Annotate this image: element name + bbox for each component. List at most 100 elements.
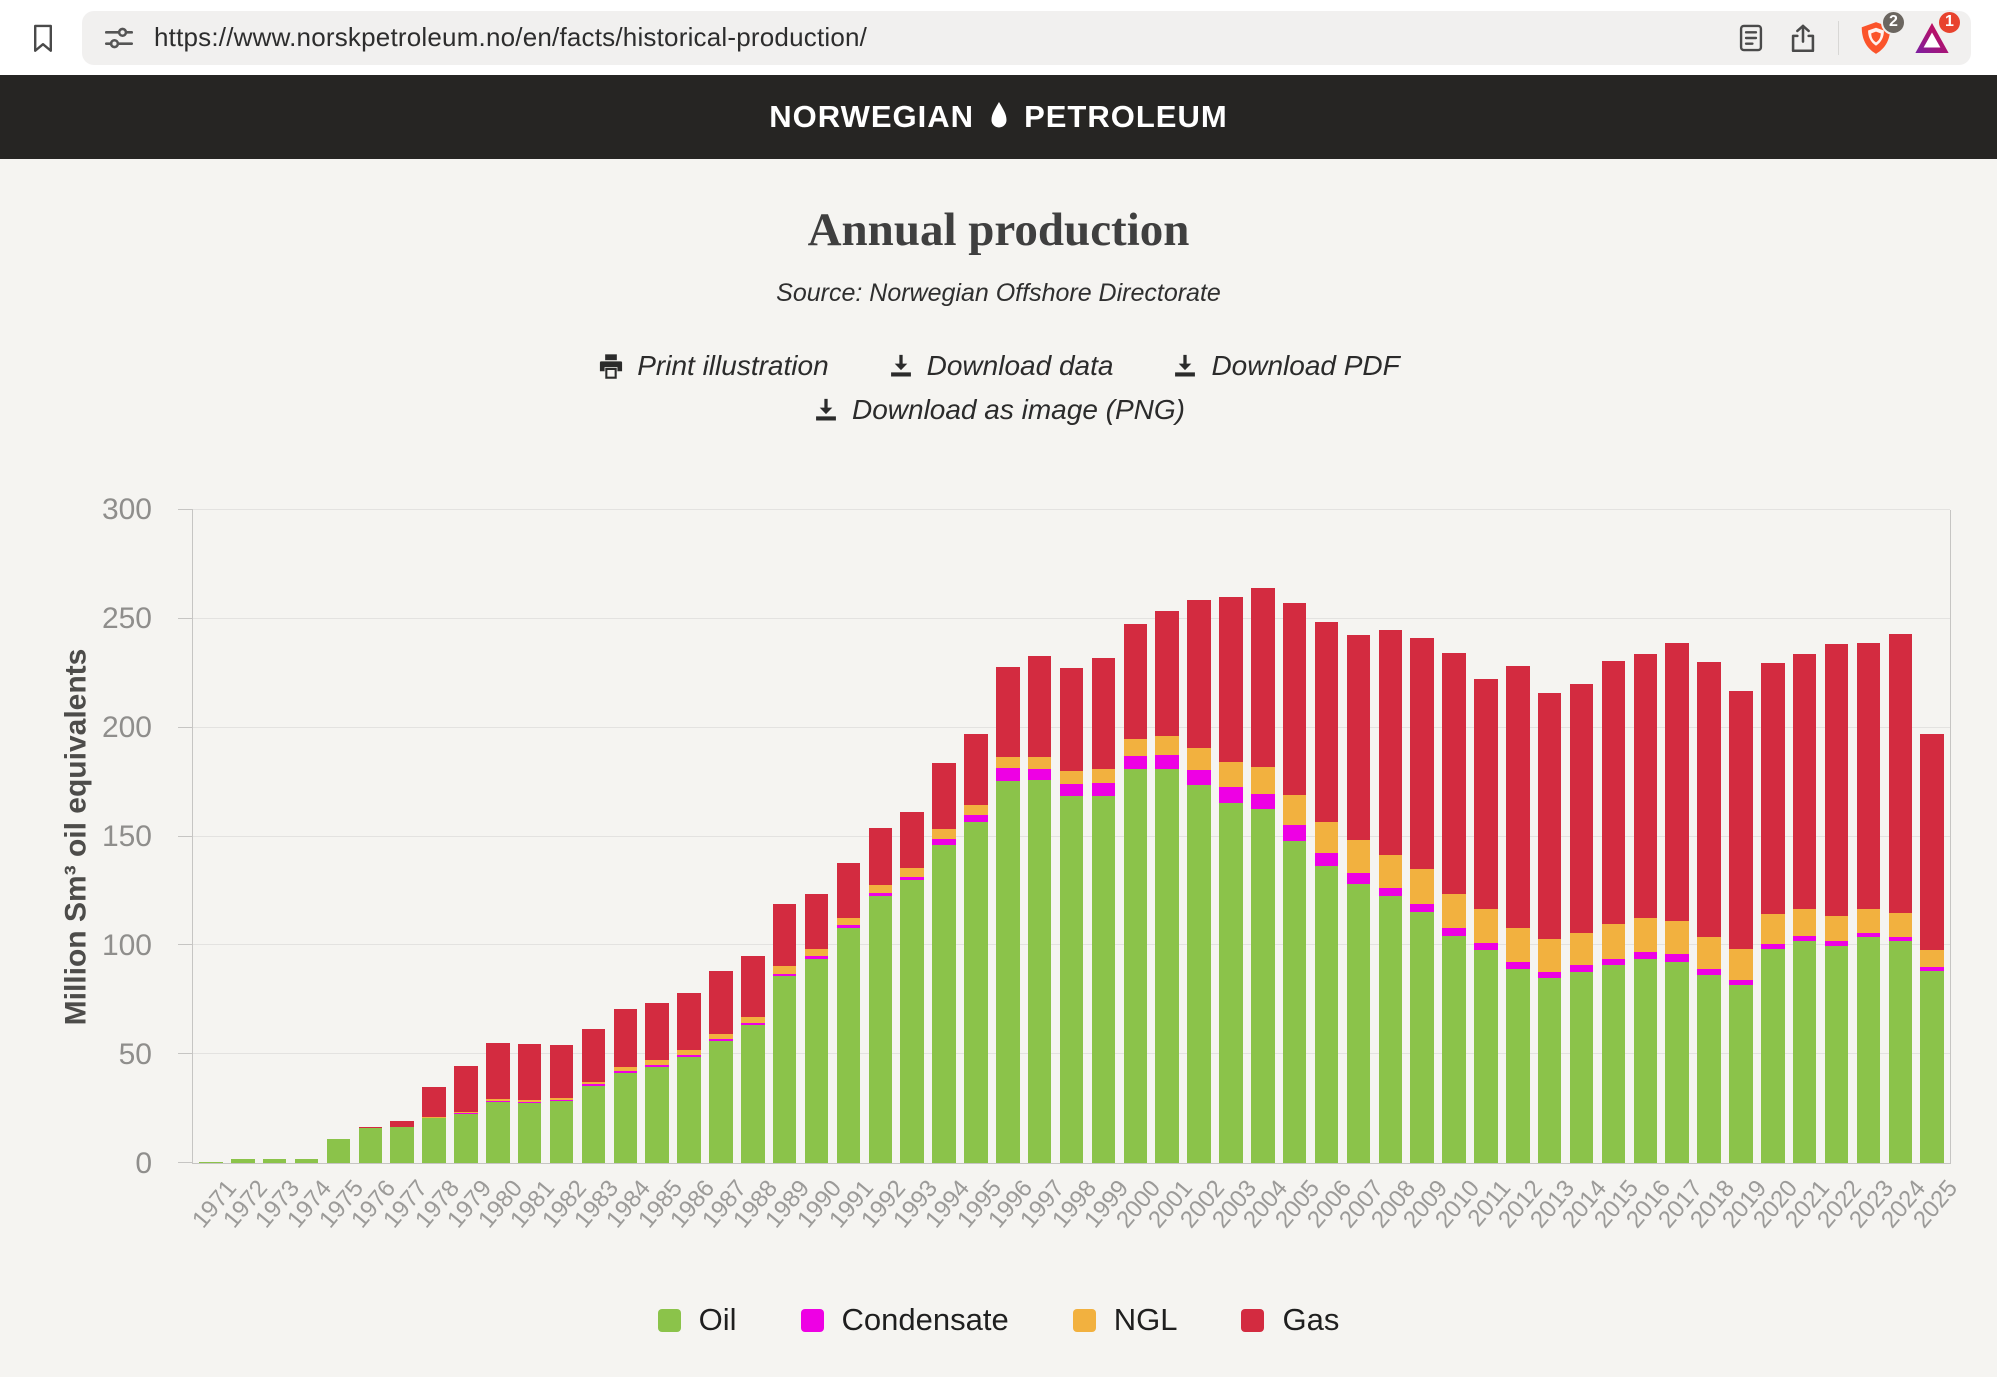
- bar-2007[interactable]: [1346, 510, 1371, 1163]
- bar-1975[interactable]: [326, 510, 351, 1163]
- bar-1991[interactable]: [836, 510, 861, 1163]
- bar-1997[interactable]: [1027, 510, 1052, 1163]
- bar-1998[interactable]: [1059, 510, 1084, 1163]
- bar-segment-oil-1979: [454, 1114, 478, 1163]
- brand-petroleum[interactable]: PETROLEUM: [1024, 99, 1228, 134]
- download-pdf-link[interactable]: Download PDF: [1171, 350, 1400, 382]
- bar-1990[interactable]: [804, 510, 829, 1163]
- bar-2016[interactable]: [1633, 510, 1658, 1163]
- bar-slot-1999: 1999: [1079, 510, 1134, 1233]
- bar-1985[interactable]: [645, 510, 669, 1163]
- legend-item-ngl[interactable]: NGL: [1072, 1302, 1177, 1338]
- bar-slot-1990: 1990: [792, 510, 847, 1233]
- bar-segment-gas-2008: [1378, 629, 1403, 855]
- bar-1980[interactable]: [486, 510, 510, 1163]
- bar-segment-condensate-1982: [549, 1099, 574, 1101]
- bar-2014[interactable]: [1569, 510, 1594, 1163]
- bar-2002[interactable]: [1187, 510, 1211, 1163]
- bar-1995[interactable]: [964, 510, 988, 1163]
- bar-segment-gas-1995: [964, 734, 988, 805]
- bookmark-icon[interactable]: [26, 21, 60, 55]
- bar-1977[interactable]: [390, 510, 414, 1163]
- bar-2023[interactable]: [1856, 510, 1881, 1163]
- bar-1984[interactable]: [613, 510, 638, 1163]
- bar-1999[interactable]: [1091, 510, 1116, 1163]
- bar-segment-gas-2015: [1601, 661, 1626, 925]
- bar-2001[interactable]: [1155, 510, 1179, 1163]
- y-axis-tick-label: 250: [101, 602, 152, 635]
- bar-1978[interactable]: [422, 510, 446, 1163]
- bar-segment-condensate-2006: [1314, 852, 1339, 866]
- legend-item-gas[interactable]: Gas: [1241, 1302, 1339, 1338]
- bar-segment-ngl-1995: [964, 804, 988, 815]
- bar-segment-condensate-1979: [454, 1113, 478, 1115]
- bar-segment-ngl-2007: [1346, 840, 1371, 873]
- y-axis-tick-label: 50: [118, 1038, 152, 1071]
- brave-shields-icon[interactable]: 2: [1857, 9, 1906, 57]
- bar-segment-gas-2004: [1251, 587, 1275, 767]
- share-icon[interactable]: [1786, 21, 1820, 55]
- bar-2024[interactable]: [1888, 510, 1913, 1163]
- bar-2010[interactable]: [1442, 510, 1466, 1163]
- bar-1982[interactable]: [549, 510, 574, 1163]
- bar-2006[interactable]: [1314, 510, 1339, 1163]
- bar-2017[interactable]: [1665, 510, 1689, 1163]
- bar-2003[interactable]: [1219, 510, 1243, 1163]
- legend-item-oil[interactable]: Oil: [657, 1302, 737, 1338]
- annual-production-chart: Million Sm³ oil equivalents 0 50 100 150 200…: [0, 456, 1997, 1256]
- bar-1974[interactable]: [294, 510, 319, 1163]
- bar-2004[interactable]: [1251, 510, 1275, 1163]
- bar-segment-gas-1997: [1027, 656, 1052, 758]
- bar-2018[interactable]: [1697, 510, 1721, 1163]
- brave-rewards-triangle-icon[interactable]: 1: [1913, 9, 1962, 57]
- bar-segment-gas-2000: [1123, 624, 1148, 740]
- bar-2022[interactable]: [1824, 510, 1849, 1163]
- bar-2015[interactable]: [1601, 510, 1626, 1163]
- bar-2021[interactable]: [1792, 510, 1817, 1163]
- bar-1996[interactable]: [996, 510, 1020, 1163]
- bar-2005[interactable]: [1282, 510, 1307, 1163]
- bar-1981[interactable]: [517, 510, 542, 1163]
- bar-2000[interactable]: [1123, 510, 1148, 1163]
- bar-2008[interactable]: [1378, 510, 1403, 1163]
- bar-segment-condensate-1996: [996, 768, 1020, 782]
- bar-segment-oil-2008: [1378, 895, 1403, 1163]
- site-settings-icon[interactable]: [102, 21, 136, 55]
- download-data-link[interactable]: Download data: [887, 350, 1113, 382]
- bar-segment-oil-2014: [1569, 971, 1594, 1163]
- bar-segment-condensate-2008: [1378, 888, 1403, 896]
- bar-segment-ngl-1980: [486, 1098, 510, 1101]
- bar-1972[interactable]: [231, 510, 255, 1163]
- bar-1988[interactable]: [741, 510, 765, 1163]
- bar-1976[interactable]: [358, 510, 383, 1163]
- bar-1992[interactable]: [868, 510, 893, 1163]
- toolbar-divider: [1838, 20, 1839, 55]
- bar-2013[interactable]: [1537, 510, 1562, 1163]
- bar-1987[interactable]: [709, 510, 733, 1163]
- bar-segment-condensate-2016: [1633, 951, 1658, 959]
- download-png-link[interactable]: Download as image (PNG): [812, 394, 1185, 426]
- bar-1993[interactable]: [900, 510, 924, 1163]
- bar-1979[interactable]: [454, 510, 478, 1163]
- brand-norwegian[interactable]: NORWEGIAN: [769, 99, 975, 134]
- legend-item-condensate[interactable]: Condensate: [800, 1302, 1009, 1338]
- print-illustration-link[interactable]: Print illustration: [597, 350, 829, 382]
- bar-segment-oil-2002: [1187, 785, 1211, 1163]
- bar-1989[interactable]: [772, 510, 797, 1163]
- bar-2019[interactable]: [1729, 510, 1753, 1163]
- bar-2025[interactable]: [1920, 510, 1944, 1163]
- bar-2012[interactable]: [1506, 510, 1530, 1163]
- bar-2009[interactable]: [1410, 510, 1434, 1163]
- bar-2011[interactable]: [1474, 510, 1498, 1163]
- bar-1994[interactable]: [932, 510, 956, 1163]
- address-bar[interactable]: https://www.norskpetroleum.no/en/facts/h…: [82, 9, 1971, 65]
- reader-mode-icon[interactable]: [1734, 21, 1768, 55]
- bar-slot-1992: 1992: [856, 510, 911, 1233]
- url-text[interactable]: https://www.norskpetroleum.no/en/facts/h…: [154, 22, 868, 52]
- bar-1983[interactable]: [581, 510, 606, 1163]
- bar-segment-condensate-2001: [1155, 754, 1179, 770]
- bar-1986[interactable]: [677, 510, 701, 1163]
- bar-2020[interactable]: [1761, 510, 1785, 1163]
- bar-1971[interactable]: [199, 510, 223, 1163]
- bar-1973[interactable]: [262, 510, 287, 1163]
